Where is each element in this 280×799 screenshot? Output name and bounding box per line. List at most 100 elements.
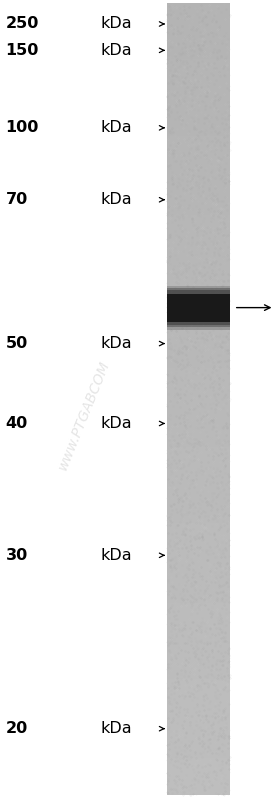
Bar bbox=[167, 610, 230, 613]
Bar bbox=[167, 272, 230, 276]
Bar bbox=[167, 551, 230, 555]
Bar bbox=[167, 148, 230, 152]
Bar bbox=[167, 254, 230, 257]
Text: kDa: kDa bbox=[101, 17, 132, 31]
Bar bbox=[167, 539, 230, 542]
Bar bbox=[167, 480, 230, 484]
Bar bbox=[167, 396, 230, 400]
Bar bbox=[167, 137, 230, 141]
Bar bbox=[167, 510, 230, 513]
Bar bbox=[167, 486, 230, 489]
Bar bbox=[167, 267, 230, 270]
Bar bbox=[167, 143, 230, 146]
Bar bbox=[167, 686, 230, 690]
Bar bbox=[167, 644, 230, 647]
Text: kDa: kDa bbox=[101, 121, 132, 135]
Bar bbox=[167, 419, 230, 423]
Bar bbox=[167, 333, 230, 336]
Bar bbox=[167, 472, 230, 476]
Bar bbox=[167, 248, 230, 252]
Bar bbox=[167, 589, 230, 592]
Text: 50: 50 bbox=[6, 336, 28, 351]
Bar bbox=[167, 251, 230, 254]
Bar bbox=[167, 77, 230, 81]
Bar bbox=[167, 789, 230, 793]
Bar bbox=[167, 109, 230, 112]
Bar bbox=[167, 133, 230, 136]
Bar bbox=[167, 220, 230, 223]
Bar bbox=[167, 261, 230, 265]
Text: 150: 150 bbox=[6, 43, 39, 58]
Bar bbox=[167, 404, 230, 407]
Bar bbox=[167, 214, 230, 217]
Bar bbox=[167, 407, 230, 410]
Bar bbox=[167, 781, 230, 785]
Bar bbox=[167, 575, 230, 578]
Bar bbox=[167, 367, 230, 371]
Bar bbox=[167, 188, 230, 191]
Bar bbox=[167, 243, 230, 247]
Bar bbox=[167, 602, 230, 605]
Bar bbox=[167, 314, 230, 318]
Bar bbox=[167, 464, 230, 468]
Bar bbox=[167, 618, 230, 621]
Bar bbox=[167, 475, 230, 479]
Bar bbox=[167, 567, 230, 570]
Bar bbox=[167, 518, 230, 521]
Bar bbox=[167, 543, 230, 547]
Bar bbox=[167, 54, 230, 57]
Bar bbox=[167, 770, 230, 774]
Bar bbox=[167, 721, 230, 724]
Bar bbox=[167, 182, 230, 186]
Bar bbox=[167, 62, 230, 65]
Bar bbox=[167, 304, 230, 307]
Bar bbox=[167, 662, 230, 666]
Bar bbox=[167, 225, 230, 229]
Text: kDa: kDa bbox=[101, 548, 132, 562]
Bar bbox=[167, 293, 230, 296]
Bar bbox=[167, 689, 230, 692]
Bar bbox=[167, 391, 230, 394]
Bar bbox=[167, 58, 230, 62]
Bar bbox=[167, 483, 230, 487]
Bar bbox=[167, 385, 230, 389]
Bar bbox=[167, 784, 230, 787]
Bar bbox=[167, 346, 230, 349]
Bar bbox=[167, 280, 230, 284]
Bar bbox=[167, 293, 230, 321]
Bar bbox=[167, 127, 230, 130]
Bar bbox=[167, 694, 230, 698]
Bar bbox=[167, 713, 230, 716]
Bar bbox=[167, 623, 230, 626]
Bar bbox=[167, 699, 230, 703]
Text: kDa: kDa bbox=[101, 193, 132, 207]
Bar bbox=[167, 499, 230, 503]
Bar bbox=[167, 27, 230, 30]
Bar bbox=[167, 40, 230, 43]
Bar bbox=[167, 431, 230, 434]
Bar bbox=[167, 111, 230, 115]
Bar bbox=[167, 380, 230, 384]
Bar bbox=[167, 718, 230, 721]
Bar bbox=[167, 399, 230, 402]
Bar bbox=[167, 583, 230, 586]
Bar bbox=[167, 56, 230, 59]
Bar bbox=[167, 285, 230, 329]
Bar bbox=[167, 725, 230, 729]
Bar bbox=[167, 591, 230, 594]
Bar bbox=[167, 491, 230, 495]
Bar bbox=[167, 470, 230, 473]
Bar bbox=[167, 125, 230, 128]
Bar bbox=[167, 768, 230, 771]
Bar bbox=[167, 435, 230, 439]
Bar bbox=[167, 733, 230, 737]
Bar bbox=[167, 222, 230, 225]
Bar bbox=[167, 654, 230, 658]
Bar bbox=[167, 106, 230, 109]
Bar bbox=[167, 378, 230, 381]
Text: 30: 30 bbox=[6, 548, 28, 562]
Bar bbox=[167, 494, 230, 497]
Bar bbox=[167, 488, 230, 491]
Bar bbox=[167, 594, 230, 598]
Bar bbox=[167, 38, 230, 41]
